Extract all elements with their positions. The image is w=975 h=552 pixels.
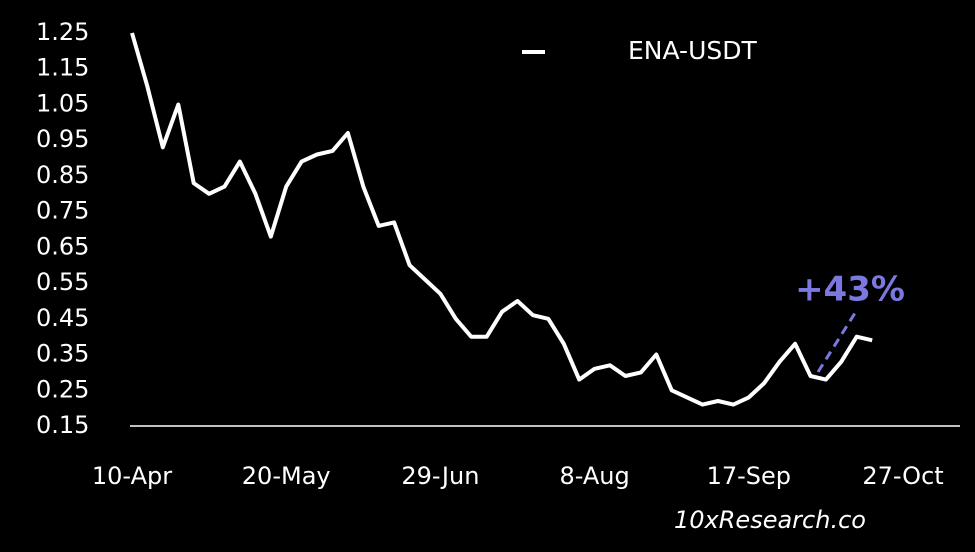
y-tick-label: 0.75 bbox=[36, 197, 89, 225]
y-tick-label: 1.25 bbox=[36, 18, 89, 46]
x-tick-label: 17-Sep bbox=[707, 462, 791, 490]
y-tick-label: 0.85 bbox=[36, 161, 89, 189]
y-tick-label: 0.25 bbox=[36, 375, 89, 403]
y-tick-label: 0.95 bbox=[36, 125, 89, 153]
y-tick-label: 0.35 bbox=[36, 340, 89, 368]
y-tick-label: 0.55 bbox=[36, 268, 89, 296]
x-tick-label: 20-May bbox=[242, 462, 331, 490]
y-tick-label: 1.05 bbox=[36, 89, 89, 117]
x-tick-label: 27-Oct bbox=[862, 462, 943, 490]
annotation-arrow bbox=[816, 312, 857, 373]
y-tick-label: 1.15 bbox=[36, 54, 89, 82]
y-tick-label: 0.45 bbox=[36, 304, 89, 332]
y-tick-label: 0.65 bbox=[36, 232, 89, 260]
price-line bbox=[130, 32, 873, 407]
x-tick-label: 8-Aug bbox=[559, 462, 629, 490]
watermark: 10xResearch.co bbox=[674, 506, 866, 534]
y-tick-label: 0.15 bbox=[36, 411, 89, 439]
x-tick-label: 29-Jun bbox=[401, 462, 479, 490]
x-tick-label: 10-Apr bbox=[92, 462, 172, 490]
legend-label: ENA-USDT bbox=[628, 36, 757, 65]
annotation: +43% bbox=[795, 270, 905, 310]
